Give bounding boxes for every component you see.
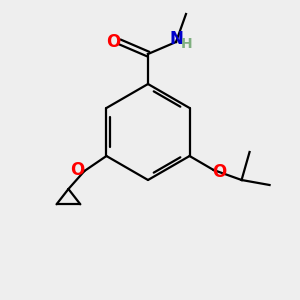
Text: N: N [169,30,183,48]
Text: O: O [70,161,85,179]
Text: O: O [106,33,120,51]
Text: H: H [181,37,193,51]
Text: O: O [212,163,227,181]
